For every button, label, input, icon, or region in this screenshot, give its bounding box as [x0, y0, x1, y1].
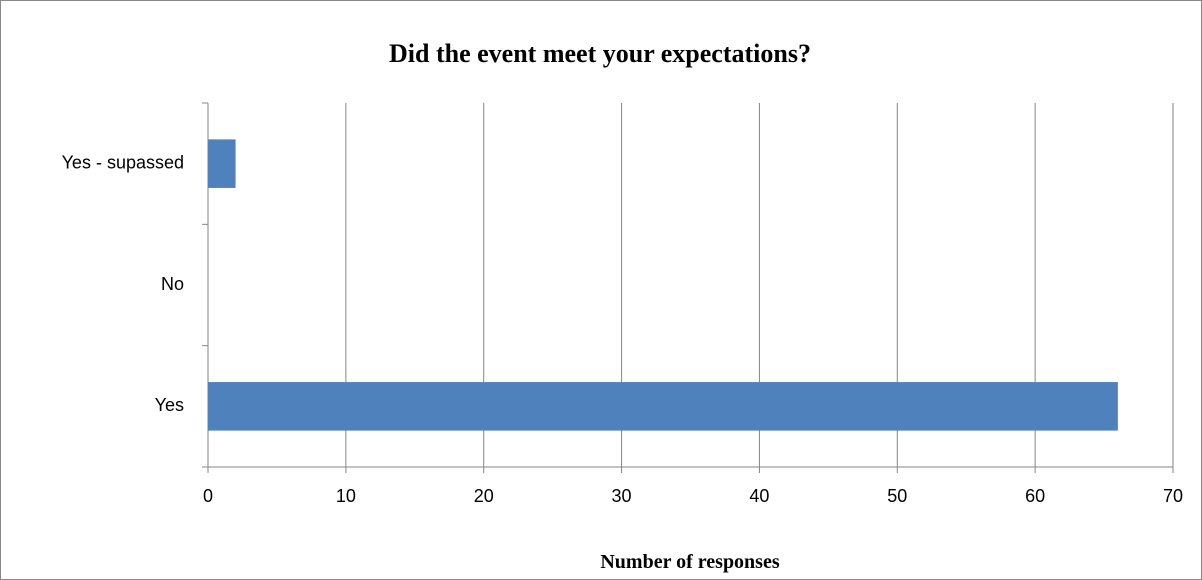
x-axis-label: Number of responses	[600, 551, 779, 573]
chart-title: Did the event meet your expectations?	[389, 39, 811, 68]
y-tick-label: Yes - supassed	[62, 152, 184, 172]
x-tick-label: 60	[1025, 486, 1045, 506]
x-tick-label: 40	[749, 486, 769, 506]
y-tick-label: No	[161, 274, 184, 294]
bar	[208, 382, 1118, 431]
y-tick-label: Yes	[155, 395, 184, 415]
x-tick-label: 70	[1163, 486, 1183, 506]
bar	[208, 139, 236, 188]
x-tick-label: 0	[203, 486, 213, 506]
x-tick-label: 50	[887, 486, 907, 506]
x-tick-label: 10	[336, 486, 356, 506]
x-tick-label: 30	[612, 486, 632, 506]
x-tick-label: 20	[474, 486, 494, 506]
